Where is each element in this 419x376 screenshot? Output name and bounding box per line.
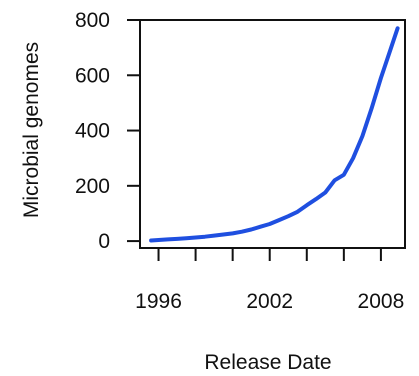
x-tick-label: 2008 [358, 290, 405, 313]
y-tick-label: 800 [75, 9, 110, 32]
y-tick-label: 600 [75, 64, 110, 87]
x-tick-label: 2002 [246, 290, 293, 313]
series-line-0 [149, 26, 400, 243]
y-tick-label: 200 [75, 175, 110, 198]
y-tick-label: 0 [98, 230, 110, 253]
x-axis-label: Release Date [204, 351, 331, 374]
plot-frame [139, 19, 406, 249]
x-tick-label: 1996 [135, 290, 182, 313]
y-tick-label: 400 [75, 120, 110, 143]
y-axis-label: Microbial genomes [20, 42, 43, 218]
